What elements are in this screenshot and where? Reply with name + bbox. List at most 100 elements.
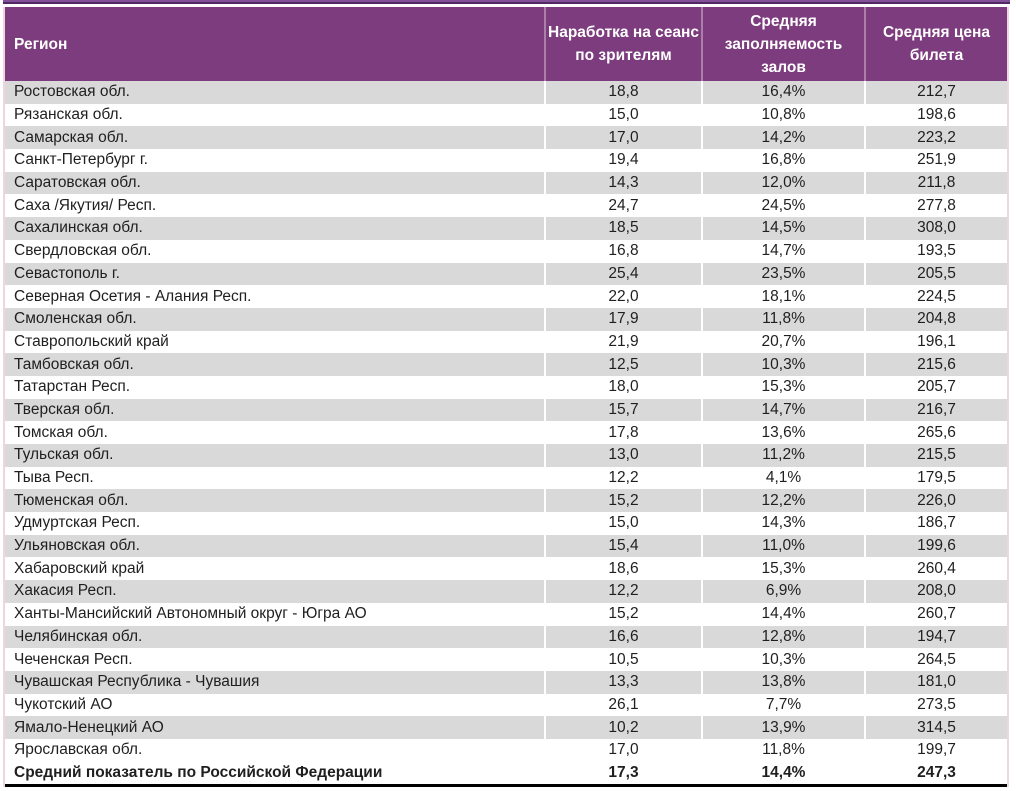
summary-row: Средний показатель по Российской Федерац… (5, 761, 1007, 787)
cell-avg-price: 198,6 (864, 103, 1007, 127)
cell-occupancy: 14,3% (701, 512, 864, 535)
cell-region: Севастополь г. (14, 264, 120, 282)
cell-region: Саратовская обл. (14, 174, 141, 192)
cell-per-session: 10,5 (544, 648, 701, 671)
cell-occupancy: 16,8% (701, 149, 864, 172)
cell-per-session: 22,0 (544, 285, 701, 308)
header-gap (3, 4, 1010, 7)
cell-occupancy: 14,7% (701, 239, 864, 263)
cell-per-session: 15,0 (544, 512, 701, 535)
table-row: Чукотский АО 26,1 7,7% 273,5 (5, 693, 1007, 717)
table-row: Тыва Респ. 12,2 4,1% 179,5 (5, 466, 1007, 490)
table-row: Татарстан Респ. 18,0 15,3% 205,7 (5, 375, 1007, 399)
cell-occupancy: 11,0% (701, 534, 864, 558)
cell-occupancy: 11,8% (701, 307, 864, 331)
cell-avg-price: 194,7 (864, 625, 1007, 649)
cell-region: Удмуртская Респ. (14, 514, 141, 532)
cell-per-session: 17,0 (544, 738, 701, 762)
cell-per-session: 24,7 (544, 194, 701, 218)
cell-per-session: 18,5 (544, 217, 701, 240)
cell-region: Чукотский АО (14, 695, 113, 713)
table-row: Ярославская обл. 17,0 11,8% 199,7 (5, 738, 1007, 762)
cell-region: Самарская обл. (14, 128, 129, 146)
cell-avg-price: 273,5 (864, 693, 1007, 717)
table-row: Самарская обл. 17,0 14,2% 223,2 (5, 126, 1007, 150)
cell-per-session: 25,4 (544, 262, 701, 286)
cell-per-session: 21,9 (544, 330, 701, 354)
cell-per-session: 12,2 (544, 580, 701, 603)
summary-per-session-value: 17,3 (544, 761, 701, 784)
cell-avg-price: 251,9 (864, 149, 1007, 172)
table-row: Ханты-Мансийский Автономный округ - Югра… (5, 602, 1007, 626)
cell-per-session: 15,7 (544, 398, 701, 422)
column-header-occupancy-label: Средняя заполняемость залов (724, 12, 843, 76)
cell-region: Чувашская Республика - Чувашия (14, 673, 260, 691)
cell-region: Ульяновская обл. (14, 537, 140, 555)
cell-per-session: 17,9 (544, 307, 701, 331)
cell-occupancy: 10,3% (701, 353, 864, 376)
cell-avg-price: 277,8 (864, 194, 1007, 218)
cell-occupancy: 14,4% (701, 602, 864, 626)
cell-occupancy: 12,8% (701, 625, 864, 649)
cell-occupancy: 4,1% (701, 466, 864, 490)
cell-per-session: 17,8 (544, 421, 701, 444)
summary-occupancy-value: 14,4% (701, 761, 864, 784)
cell-occupancy: 13,9% (701, 716, 864, 739)
cell-avg-price: 181,0 (864, 670, 1007, 694)
table-row: Саха /Якутия/ Респ. 24,7 24,5% 277,8 (5, 194, 1007, 218)
table-row: Сахалинская обл. 18,5 14,5% 308,0 (5, 217, 1007, 240)
table-row: Хакасия Респ. 12,2 6,9% 208,0 (5, 580, 1007, 603)
cell-avg-price: 260,4 (864, 557, 1007, 581)
column-header-occupancy: Средняя заполняемость залов (701, 7, 864, 81)
cell-avg-price: 226,0 (864, 489, 1007, 513)
cell-region: Татарстан Респ. (14, 378, 131, 396)
table-row: Саратовская обл. 14,3 12,0% 211,8 (5, 171, 1007, 195)
cell-region: Томская обл. (14, 423, 108, 441)
cell-avg-price: 215,5 (864, 444, 1007, 467)
table-row: Тамбовская обл. 12,5 10,3% 215,6 (5, 353, 1007, 376)
cell-avg-price: 205,7 (864, 375, 1007, 399)
table-row: Удмуртская Респ. 15,0 14,3% 186,7 (5, 512, 1007, 535)
cell-per-session: 12,5 (544, 353, 701, 376)
table-row: Севастополь г. 25,4 23,5% 205,5 (5, 262, 1007, 286)
cell-region: Тамбовская обл. (14, 355, 134, 373)
cell-occupancy: 18,1% (701, 285, 864, 308)
cell-per-session: 15,2 (544, 489, 701, 513)
cell-occupancy: 10,8% (701, 103, 864, 127)
cell-occupancy: 7,7% (701, 693, 864, 717)
cell-avg-price: 216,7 (864, 398, 1007, 422)
summary-label: Средний показатель по Российской Федерац… (14, 763, 383, 781)
cell-region: Рязанская обл. (14, 106, 123, 124)
cell-avg-price: 193,5 (864, 239, 1007, 263)
cell-avg-price: 186,7 (864, 512, 1007, 535)
table-row: Ставропольский край 21,9 20,7% 196,1 (5, 330, 1007, 354)
cell-per-session: 16,8 (544, 239, 701, 263)
data-table: Регион Наработка на сеанс по зрителям Ср… (3, 7, 1009, 787)
cell-region: Свердловская обл. (14, 242, 152, 260)
cell-region: Тульская обл. (14, 446, 114, 464)
cell-occupancy: 6,9% (701, 580, 864, 603)
cell-avg-price: 260,7 (864, 602, 1007, 626)
table-row: Ямало-Ненецкий АО 10,2 13,9% 314,5 (5, 716, 1007, 739)
summary-avg-price-value: 247,3 (864, 761, 1007, 784)
cell-avg-price: 223,2 (864, 126, 1007, 150)
cell-per-session: 17,0 (544, 126, 701, 150)
table-row: Тюменская обл. 15,2 12,2% 226,0 (5, 489, 1007, 513)
table-row: Хабаровский край 18,6 15,3% 260,4 (5, 557, 1007, 581)
cell-per-session: 13,0 (544, 444, 701, 467)
cell-per-session: 26,1 (544, 693, 701, 717)
cell-region: Тюменская обл. (14, 491, 129, 509)
cell-region: Саха /Якутия/ Респ. (14, 196, 157, 214)
cell-per-session: 18,6 (544, 557, 701, 581)
previous-row-edge-strip (3, 0, 1010, 4)
cell-region: Ярославская обл. (14, 741, 143, 759)
cell-occupancy: 12,2% (701, 489, 864, 513)
cell-avg-price: 308,0 (864, 217, 1007, 240)
table-row: Смоленская обл. 17,9 11,8% 204,8 (5, 307, 1007, 331)
cell-avg-price: 208,0 (864, 580, 1007, 603)
table-row: Ростовская обл. 18,8 16,4% 212,7 (5, 81, 1007, 104)
cell-occupancy: 24,5% (701, 194, 864, 218)
table-row: Санкт-Петербург г. 19,4 16,8% 251,9 (5, 149, 1007, 172)
table-row: Чеченская Респ. 10,5 10,3% 264,5 (5, 648, 1007, 671)
cell-region: Смоленская обл. (14, 310, 137, 328)
